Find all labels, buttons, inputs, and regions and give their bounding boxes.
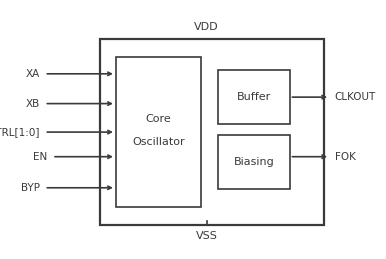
Bar	[218, 135, 290, 189]
Text: BYP: BYP	[21, 183, 40, 193]
Text: XB: XB	[25, 99, 40, 109]
Text: Buffer: Buffer	[237, 92, 271, 102]
Text: XA: XA	[25, 69, 40, 79]
Text: FOK: FOK	[335, 152, 356, 162]
Text: VDD: VDD	[194, 22, 219, 32]
Text: VSS: VSS	[196, 231, 217, 241]
Text: EN: EN	[33, 152, 47, 162]
Text: CLKOUT: CLKOUT	[335, 92, 376, 102]
Bar	[116, 57, 201, 207]
Text: Biasing: Biasing	[234, 157, 274, 167]
Bar	[218, 70, 290, 124]
Text: Core: Core	[146, 114, 171, 124]
Bar	[100, 39, 324, 225]
Text: CTRL[1:0]: CTRL[1:0]	[0, 127, 40, 137]
Text: Oscillator: Oscillator	[132, 138, 185, 147]
